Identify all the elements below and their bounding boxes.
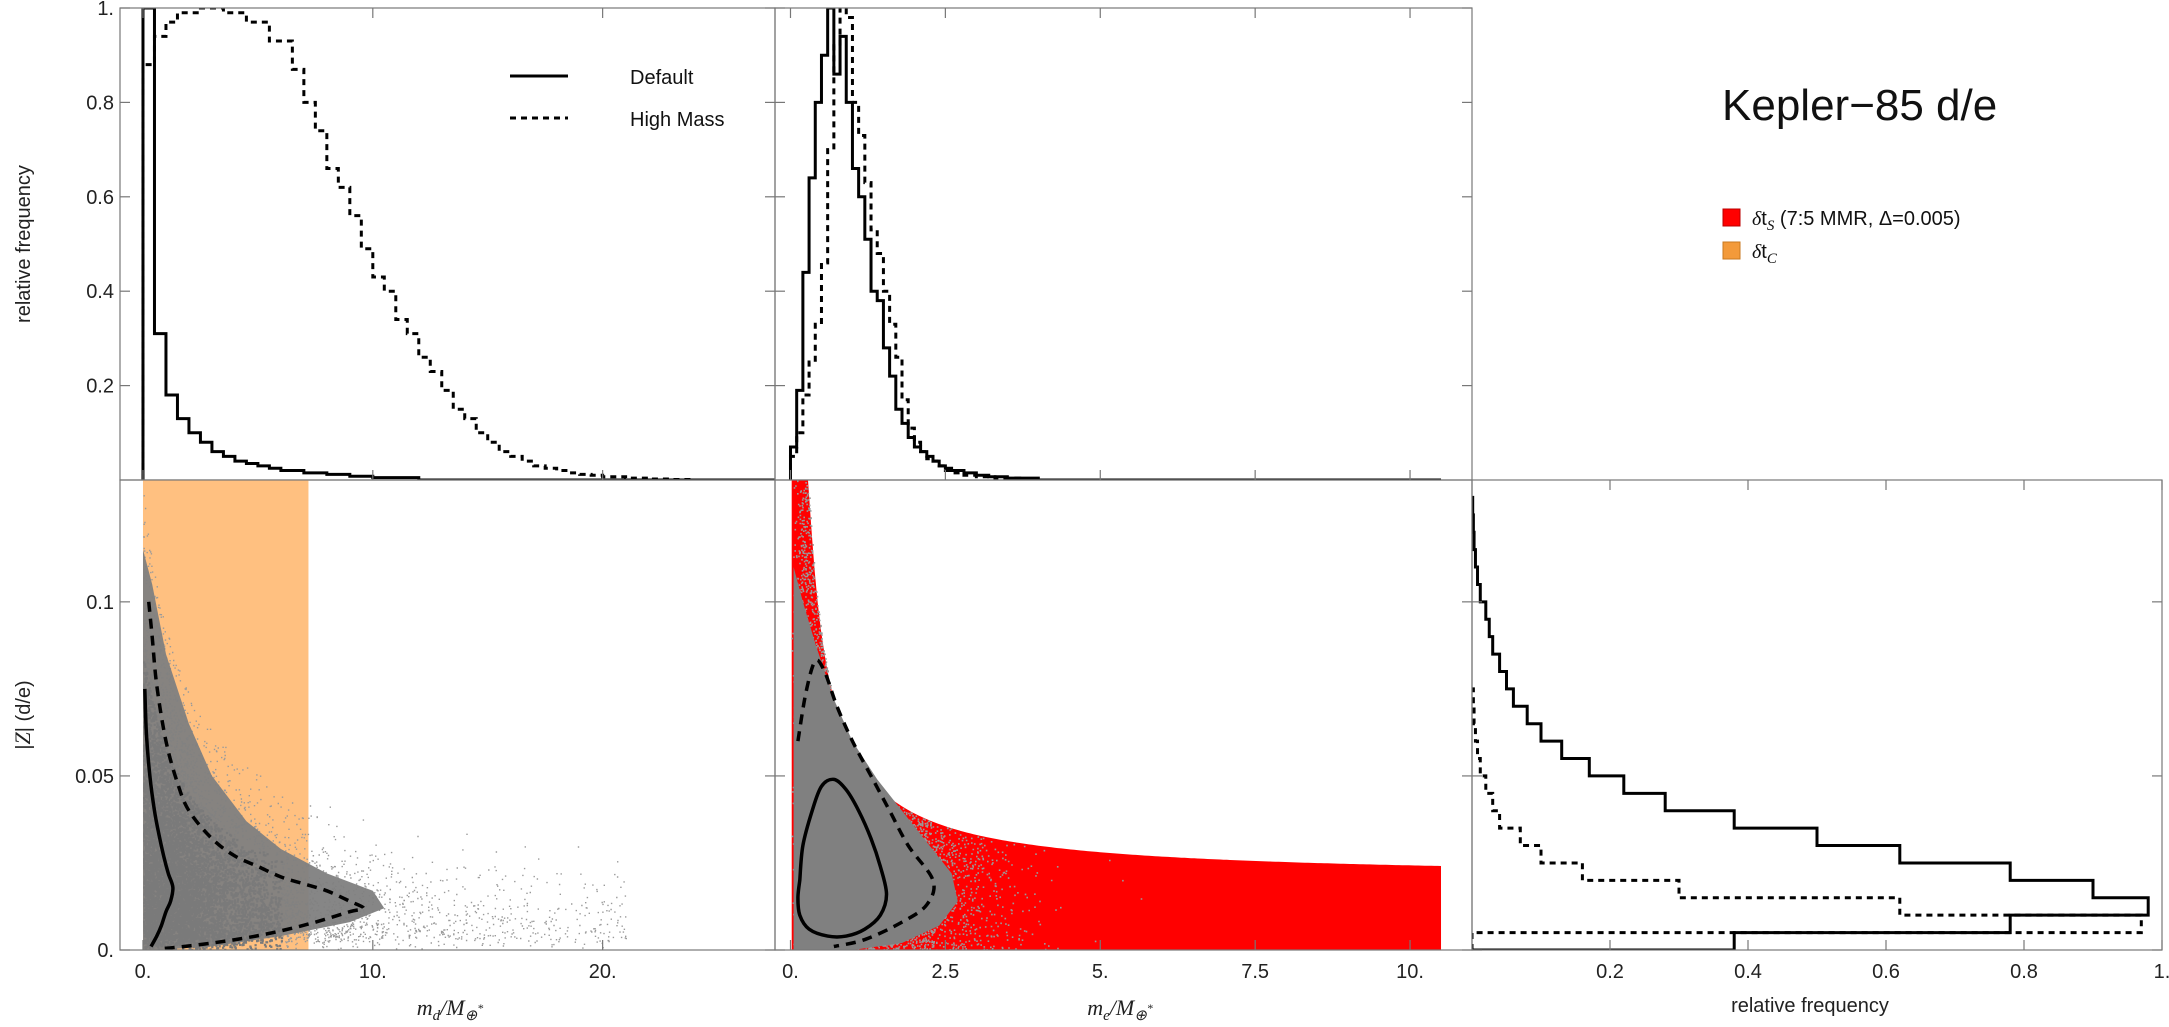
- me-hist-default-series: [788, 8, 1442, 480]
- x-tick-label: 0.: [782, 961, 799, 983]
- me-hist-high-mass-series: [788, 8, 1442, 480]
- me-scatter-core: [793, 567, 958, 950]
- md-contour-high-mass: [146, 601, 366, 950]
- x-tick-label: 0.8: [2010, 961, 2038, 983]
- x-tick-label: 1.: [2154, 961, 2169, 983]
- md-contour-default: [143, 688, 175, 948]
- figure-title: Kepler−85 d/e: [1722, 81, 1997, 130]
- y-tick-label: 0.8: [86, 92, 114, 114]
- me-scatter-points: [791, 480, 1143, 950]
- panel-md-scatter: 0. 0.05 0.1 0. 10. 20.: [75, 479, 776, 983]
- y-tick-label: 0.6: [86, 187, 114, 209]
- z-hist-high-mass-series: [1472, 687, 2143, 950]
- ylabel-top: relative frequency: [13, 165, 35, 323]
- x-tick-label: 7.5: [1241, 961, 1269, 983]
- ylabel-bottom: |Z| (d/e): [10, 680, 35, 749]
- me-contour-default: [796, 777, 889, 939]
- me-hist-frame: [774, 7, 1473, 481]
- x-tick-label: 0.6: [1872, 961, 1900, 983]
- y-tick-label: 0.1: [86, 592, 114, 614]
- panel-me-scatter: 0. 2.5 5. 7.5 10.: [774, 479, 1473, 983]
- xlabel-me: me/M⊕*: [1087, 995, 1153, 1024]
- xlabel-relfreq: relative frequency: [1731, 995, 1889, 1017]
- legend-sigma-s-label: δtS (7:5 MMR, Δ=0.005): [1752, 208, 1961, 234]
- x-tick-label: 0.4: [1734, 961, 1762, 983]
- x-tick-label: 5.: [1092, 961, 1109, 983]
- z-hist-frame: [1471, 479, 2163, 951]
- y-tick-label: 0.4: [86, 281, 114, 303]
- md-scatter-dense: [143, 661, 283, 950]
- x-tick-label: 10.: [359, 961, 387, 983]
- xlabel-md: md/M⊕*: [417, 995, 483, 1024]
- y-tick-label: 0.05: [75, 766, 114, 788]
- z-hist-default-series: [1472, 495, 2150, 950]
- region-legend: δtS (7:5 MMR, Δ=0.005) δtC: [1722, 208, 1961, 267]
- md-hist-default-series: [141, 8, 775, 480]
- legend-sigma-s-swatch: [1722, 208, 1741, 227]
- legend-sigma-c-swatch: [1722, 241, 1741, 260]
- panel-z-histogram: 0.2 0.4 0.6 0.8 1.: [1471, 479, 2169, 983]
- legend-default-label: Default: [630, 67, 694, 89]
- x-tick-label: 20.: [589, 961, 617, 983]
- panel-me-histogram: [774, 7, 1473, 481]
- x-tick-label: 0.2: [1596, 961, 1624, 983]
- y-tick-label: 0.: [97, 940, 114, 962]
- md-scatter-points: [143, 495, 627, 950]
- x-tick-label: 2.5: [931, 961, 959, 983]
- x-tick-label: 10.: [1396, 961, 1424, 983]
- legend-sigma-c-label: δtC: [1752, 241, 1778, 267]
- sigma-s-region: [791, 480, 1442, 950]
- legend-high-mass-label: High Mass: [630, 109, 724, 131]
- y-tick-label: 1.: [97, 0, 114, 20]
- y-tick-label: 0.2: [86, 376, 114, 398]
- line-style-legend: Default High Mass: [510, 67, 724, 131]
- md-hist-high-mass-series: [141, 8, 697, 480]
- x-tick-label: 0.: [135, 961, 152, 983]
